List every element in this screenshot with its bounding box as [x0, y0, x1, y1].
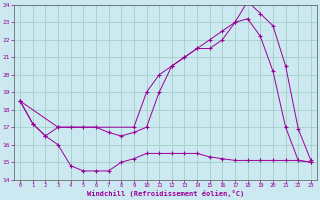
X-axis label: Windchill (Refroidissement éolien,°C): Windchill (Refroidissement éolien,°C) [87, 190, 244, 197]
